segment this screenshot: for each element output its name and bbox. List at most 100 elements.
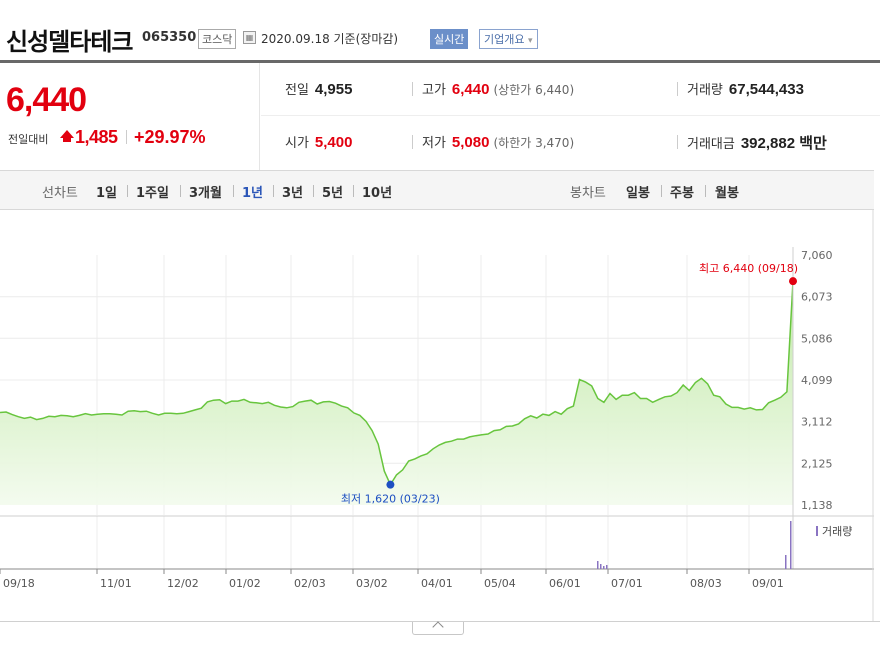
x-tick-label: 07/01 [611,577,643,590]
volume-label: 거래량 [687,83,723,98]
y-tick-label: 5,086 [801,332,833,345]
high-point-marker [789,277,797,286]
header-divider [0,60,880,63]
x-tick-label: 05/04 [484,577,516,590]
change-label: 전일대비 [8,133,49,146]
price-chart: 7,060 6,073 5,086 4,099 3,112 2,125 1,138 09/18… [0,210,880,622]
up-arrow-stem [63,137,71,142]
tab-separator [127,185,128,197]
prev-close-label: 전일 [285,83,309,98]
y-tick-label: 1,138 [801,499,833,512]
amount-value: 392,882 백만 [740,135,827,152]
company-overview-label: 기업개요 [484,33,525,46]
open-value: 5,400 [314,134,353,151]
title-row: 신성델타테크 065350 코스닥 ▦ 2020.09.18 기준(장마감) 실… [0,0,880,62]
y-tick-label: 2,125 [801,457,833,470]
price-area [0,281,794,505]
realtime-button[interactable]: 실시간 [430,29,469,49]
market-badge: 코스닥 [198,29,237,49]
y-tick-label: 6,073 [801,291,833,304]
volume-bar [603,566,605,569]
stat-open: 시가 5,400 [285,132,352,151]
high-value: 6,440 [451,81,490,98]
open-label: 시가 [285,136,309,151]
price-line [0,281,794,487]
stat-separator [412,82,413,96]
tab-10year[interactable]: 10년 [362,186,393,201]
high-label: 고가 [422,83,446,98]
tab-1day[interactable]: 1일 [96,186,118,201]
tab-3month[interactable]: 3개월 [189,186,222,201]
chevron-down-icon: ▾ [527,36,533,46]
base-date: 2020.09.18 기준(장마감) [261,32,399,46]
x-tick-label: 12/02 [167,577,199,590]
x-tick-label: 06/01 [549,577,581,590]
y-tick-label: 4,099 [801,374,833,387]
stock-code: 065350 [142,30,197,45]
tab-separator [233,185,234,197]
chart-bottom-border [0,621,880,622]
low-value: 5,080 [451,134,490,151]
stat-separator [412,135,413,149]
y-tick-label: 3,112 [801,416,833,429]
x-tick-label: 11/01 [100,577,132,590]
tab-weekly-candle[interactable]: 주봉 [670,186,694,201]
y-tick-label: 7,060 [801,249,833,262]
volume-bar [600,564,602,569]
chevron-up-icon [432,621,444,633]
volume-bar [597,561,599,569]
tab-1week[interactable]: 1주일 [136,186,169,201]
price-summary: 6,440 전일대비 1,485 +29.97% 전일 4,955 고가 6,440… [0,63,880,170]
tab-separator [273,185,274,197]
change-percent: +29.97% [134,127,206,147]
price-chart-svg: 7,060 6,073 5,086 4,099 3,112 2,125 1,138 09/18… [0,210,874,622]
volume-value: 67,544,433 [728,81,804,98]
chart-labels: 최고 6,440 (09/18) 최저 1,620 (03/23) 거래량 [341,262,852,538]
x-tick-label: 09/18 [3,577,35,590]
volume-bar [785,555,787,569]
volume-bar [790,521,792,569]
tab-3year[interactable]: 3년 [282,186,304,201]
stat-separator [677,135,678,149]
x-tick-label: 03/02 [356,577,388,590]
stats-row-divider [261,115,880,116]
x-tick-label: 04/01 [421,577,453,590]
chart-period-tabs: 선차트 1일 1주일 3개월 1년 3년 5년 10년 봉차트 일봉 주봉 월봉 [0,170,874,210]
amount-label: 거래대금 [687,137,735,152]
stock-name: 신성델타테크 [6,28,133,56]
stat-high: 고가 6,440 (상한가 6,440) [422,79,574,98]
low-label: 최저 1,620 (03/23) [341,493,440,506]
tab-separator [353,185,354,197]
tab-separator [313,185,314,197]
collapse-chart-button[interactable] [412,621,464,635]
tab-5year[interactable]: 5년 [322,186,344,201]
line-chart-label: 선차트 [42,186,78,201]
tab-daily-candle[interactable]: 일봉 [626,186,650,201]
low-point-marker [386,480,395,489]
stat-prev-close: 전일 4,955 [285,79,352,98]
current-price: 6,440 [6,81,87,119]
x-tick-label: 09/01 [752,577,784,590]
volume-bar [606,565,608,569]
stat-volume: 거래량 67,544,433 [687,79,804,98]
x-tick-label: 02/03 [294,577,326,590]
candle-chart-label: 봉차트 [570,186,606,201]
calendar-icon: ▦ [243,31,256,44]
stat-amount: 거래대금 392,882 백만 [687,132,827,153]
volume-legend-marker [816,526,818,536]
x-tick-label: 01/02 [229,577,261,590]
tab-separator [180,185,181,197]
low-label: 저가 [422,136,446,151]
prev-close-value: 4,955 [314,81,353,98]
upper-limit: (상한가 6,440) [493,83,575,97]
price-area-fill [0,281,793,505]
volume-chart [597,521,792,569]
change-value: 1,485 [75,127,118,147]
up-arrow-icon [60,130,74,138]
lower-limit: (하한가 3,470) [493,136,575,150]
tab-separator [705,185,706,197]
tab-1year[interactable]: 1년 [242,186,264,201]
high-label: 최고 6,440 (09/18) [699,262,798,275]
tab-monthly-candle[interactable]: 월봉 [715,186,739,201]
company-overview-dropdown[interactable]: 기업개요 ▾ [479,29,538,49]
